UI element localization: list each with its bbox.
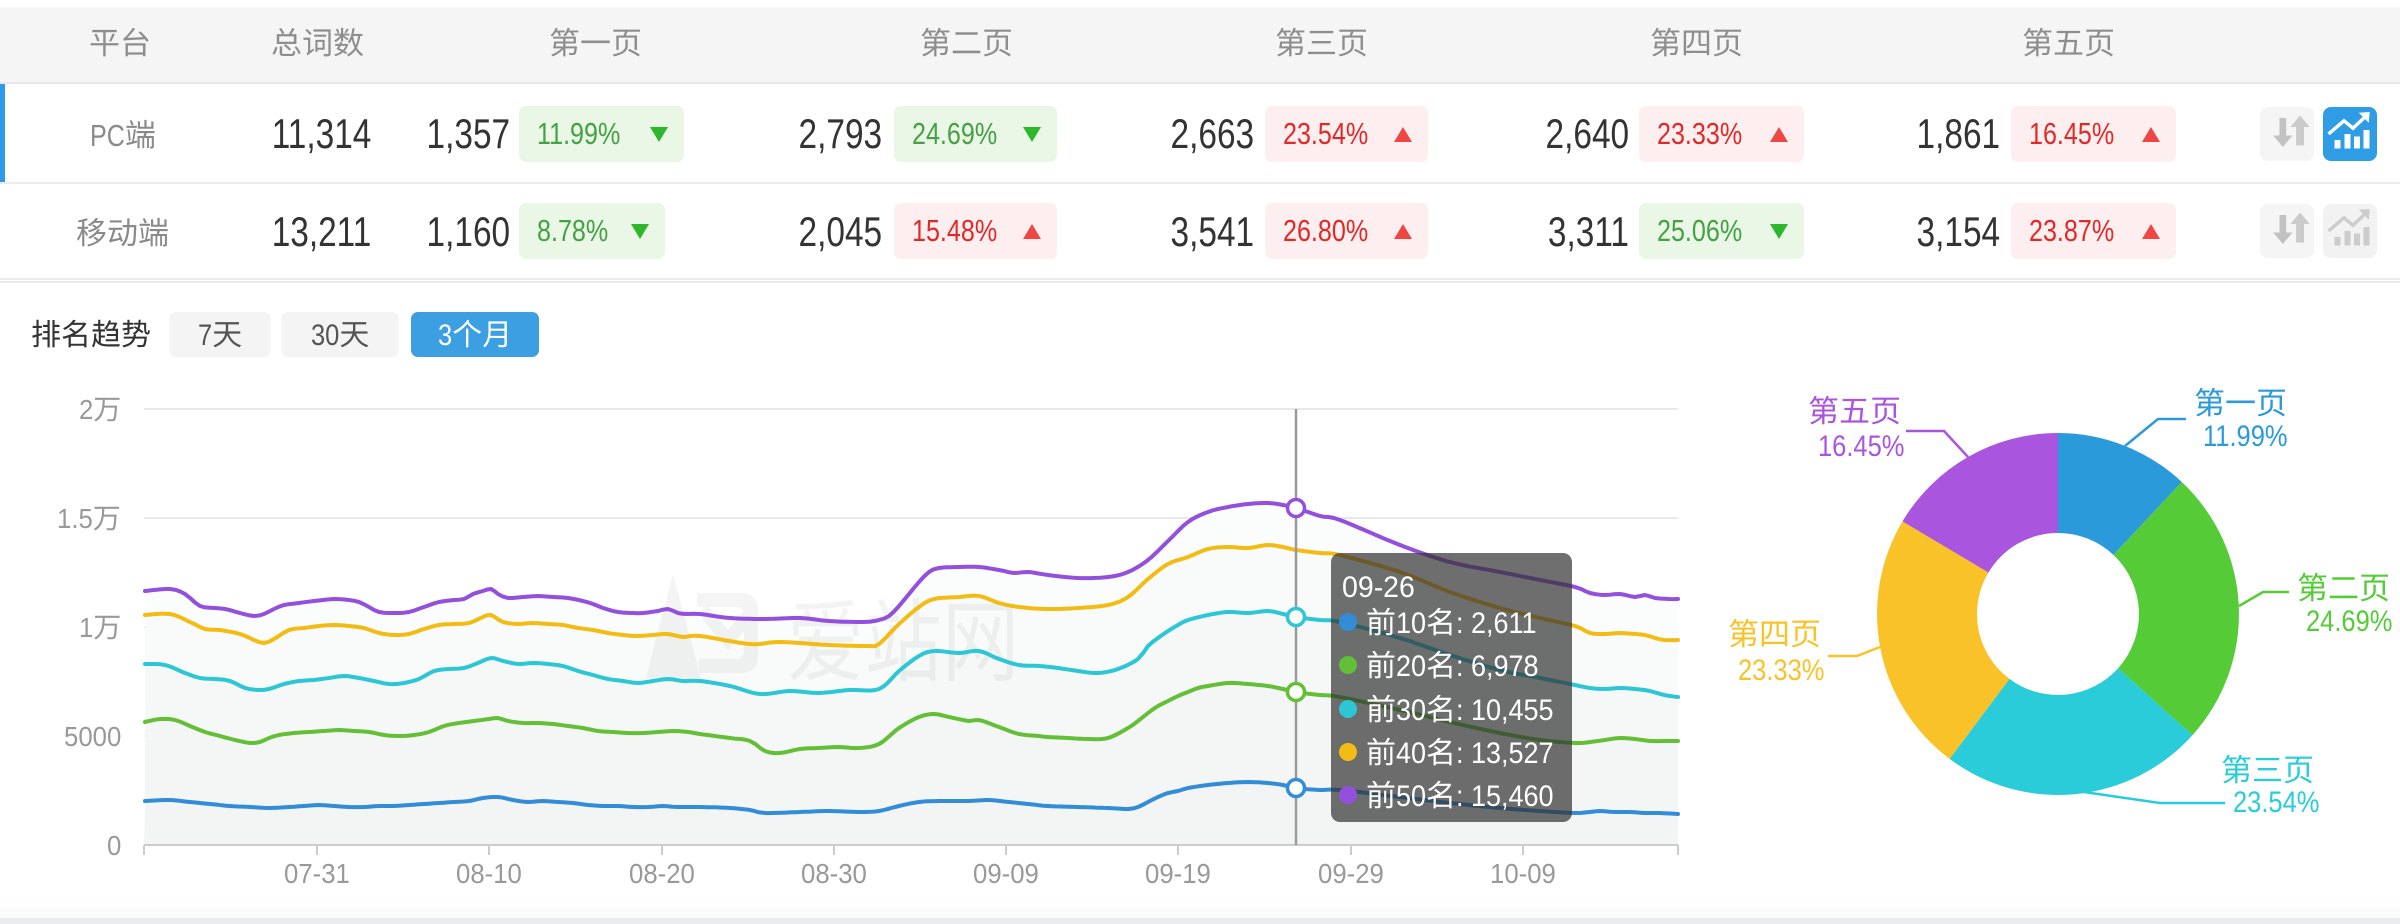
svg-text:09-09: 09-09 [973, 858, 1039, 889]
svg-text:09-26: 09-26 [1342, 571, 1415, 604]
svg-text:2: 2 [79, 394, 93, 425]
svg-text:20: 20 [1396, 650, 1426, 684]
svg-text:PC: PC [90, 117, 125, 152]
svg-text:07-31: 07-31 [284, 858, 350, 889]
svg-text:11.99%: 11.99% [2203, 419, 2288, 452]
svg-text:08-10: 08-10 [456, 858, 522, 889]
svg-text:30: 30 [311, 318, 339, 351]
svg-text:09-29: 09-29 [1318, 858, 1384, 889]
svg-text:7: 7 [198, 318, 212, 351]
svg-text:0: 0 [107, 830, 121, 861]
svg-text:10-09: 10-09 [1490, 858, 1556, 889]
svg-text:40: 40 [1396, 737, 1426, 771]
svg-text:23.54%: 23.54% [2233, 785, 2319, 818]
svg-text:10: 10 [1396, 607, 1426, 641]
svg-text:09-19: 09-19 [1145, 858, 1211, 889]
svg-text:24.69%: 24.69% [2306, 604, 2392, 637]
svg-text:3: 3 [438, 318, 452, 351]
svg-text:16.45%: 16.45% [1818, 429, 1904, 462]
svg-text:: 6,978: : 6,978 [1456, 650, 1539, 684]
svg-text:1.5: 1.5 [57, 503, 93, 534]
svg-text:08-30: 08-30 [801, 858, 867, 889]
svg-text:23.33%: 23.33% [1738, 653, 1824, 686]
svg-text:50: 50 [1396, 780, 1426, 814]
svg-text:08-20: 08-20 [629, 858, 695, 889]
svg-text:: 10,455: : 10,455 [1456, 694, 1554, 728]
svg-text:: 2,611: : 2,611 [1456, 607, 1537, 641]
svg-text:5000: 5000 [64, 721, 121, 752]
svg-text:: 15,460: : 15,460 [1456, 780, 1554, 814]
svg-text:30: 30 [1396, 694, 1426, 728]
svg-text:: 13,527: : 13,527 [1456, 737, 1554, 771]
svg-text:1: 1 [79, 612, 93, 643]
